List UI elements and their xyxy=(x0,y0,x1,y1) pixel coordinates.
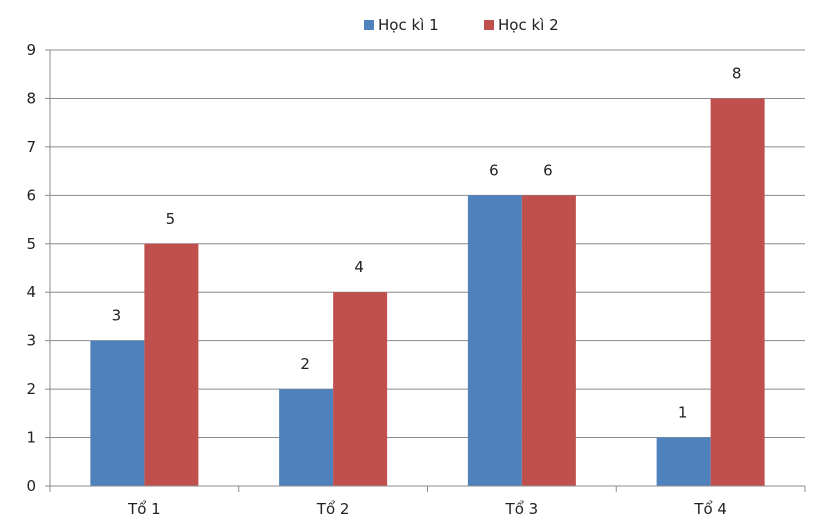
legend-label-1: Học kì 1 xyxy=(378,16,439,34)
y-axis: 0 1 2 3 4 5 6 7 8 9 xyxy=(26,41,51,495)
bar-1-1 xyxy=(90,340,145,486)
legend-swatch-1 xyxy=(364,20,374,30)
y-tick-label: 0 xyxy=(26,477,36,495)
data-label: 2 xyxy=(300,355,310,373)
x-tick-label: Tổ 3 xyxy=(505,500,539,518)
y-tick-label: 6 xyxy=(26,186,36,204)
bar-1-3 xyxy=(467,195,522,487)
bar-2-4 xyxy=(710,98,765,486)
bar-1-4 xyxy=(656,437,711,486)
y-tick-label: 5 xyxy=(26,235,36,253)
y-tick-label: 9 xyxy=(26,41,36,59)
data-label: 8 xyxy=(732,64,742,82)
x-tick-label: Tổ 1 xyxy=(127,500,161,518)
y-tick-label: 7 xyxy=(26,138,36,156)
x-tick-label: Tổ 4 xyxy=(693,500,727,518)
data-label: 5 xyxy=(166,210,176,228)
bars xyxy=(90,98,765,487)
legend-label-2: Học kì 2 xyxy=(498,16,559,34)
y-tick-label: 8 xyxy=(26,89,36,107)
data-label: 6 xyxy=(489,161,499,179)
data-label: 1 xyxy=(678,404,688,422)
x-axis: Tổ 1 Tổ 2 Tổ 3 Tổ 4 xyxy=(49,485,806,518)
data-label: 4 xyxy=(354,258,364,276)
bar-1-2 xyxy=(279,389,334,486)
y-tick-label: 3 xyxy=(26,332,36,350)
legend: Học kì 1 Học kì 2 xyxy=(364,16,559,34)
bar-2-3 xyxy=(521,195,576,487)
y-tick-label: 1 xyxy=(26,429,36,447)
x-tick-label: Tổ 2 xyxy=(316,500,350,518)
legend-swatch-2 xyxy=(484,20,494,30)
data-label: 6 xyxy=(543,161,553,179)
data-label: 3 xyxy=(112,307,122,325)
y-tick-label: 4 xyxy=(26,283,36,301)
bar-2-2 xyxy=(333,292,388,486)
y-tick-label: 2 xyxy=(26,380,36,398)
bar-2-1 xyxy=(144,243,199,486)
data-labels: 3 5 2 4 6 6 1 8 xyxy=(112,64,742,421)
